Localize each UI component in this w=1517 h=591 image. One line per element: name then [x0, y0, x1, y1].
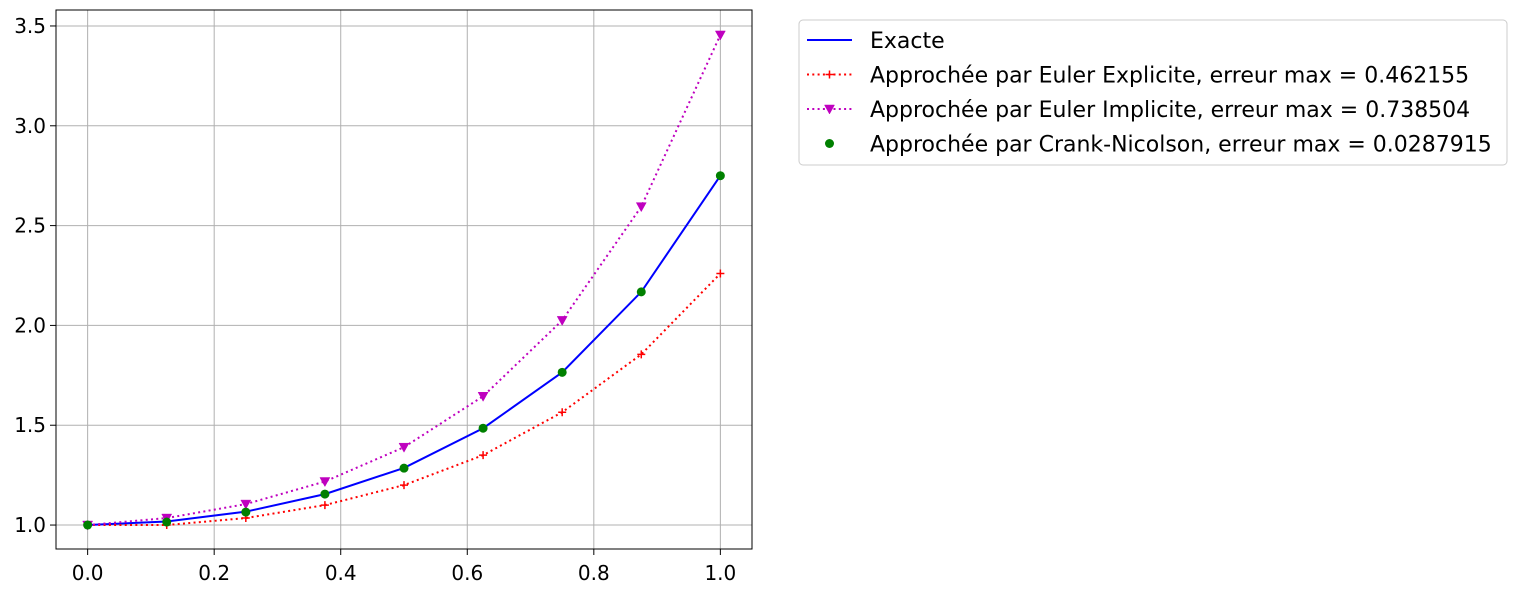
legend: Exacte Approchée par Euler Explicite, err…: [798, 19, 1508, 166]
data-point: [83, 520, 93, 530]
legend-entry: Approchée par Crank-Nicolson, erreur max…: [825, 133, 1492, 158]
y-tick-label: 3.0: [14, 114, 46, 138]
data-point: [162, 517, 172, 527]
legend-label: Approchée par Crank-Nicolson, erreur max…: [870, 133, 1492, 158]
legend-marker: [825, 70, 834, 79]
series-group: [82, 30, 726, 531]
series-3: [83, 171, 725, 530]
series-line: [87, 34, 722, 527]
data-point: [557, 367, 567, 377]
x-tick-label: 0.2: [198, 561, 230, 585]
legend-entry: Approchée par Euler Implicite, erreur ma…: [807, 98, 1470, 123]
legend-marker: [824, 104, 835, 115]
data-point: [558, 408, 567, 417]
data-point: [320, 501, 329, 510]
y-tick-label: 3.5: [14, 14, 46, 38]
data-point: [716, 269, 725, 278]
y-tick-label: 2.5: [14, 214, 46, 238]
x-tick-label: 0.6: [451, 561, 483, 585]
data-point: [715, 171, 725, 181]
data-point: [319, 477, 331, 488]
x-tick-label: 1.0: [704, 561, 736, 585]
data-point: [241, 507, 251, 517]
x-tick-label: 0.4: [325, 561, 357, 585]
data-point: [400, 481, 408, 490]
series-1: [83, 269, 725, 530]
y-tick-label: 1.5: [14, 413, 46, 437]
data-point: [398, 442, 410, 453]
grid-lines: [56, 10, 752, 549]
data-point: [240, 499, 252, 510]
plot-frame: [55, 9, 753, 550]
data-point: [479, 451, 488, 460]
data-point: [556, 316, 568, 326]
data-point: [478, 423, 488, 433]
data-point: [636, 287, 646, 297]
data-point: [399, 463, 409, 473]
legend-label: Approchée par Euler Implicite, erreur ma…: [870, 98, 1470, 123]
data-point: [477, 392, 489, 402]
series-2: [82, 30, 726, 531]
legend-entry: Approchée par Euler Explicite, erreur ma…: [807, 64, 1469, 89]
legend-frame: [798, 19, 1508, 166]
x-tick-label: 0.0: [72, 561, 104, 585]
legend-label: Exacte: [870, 29, 945, 54]
y-tick-label: 2.0: [14, 313, 46, 337]
data-point: [714, 30, 726, 41]
legend-marker: [825, 139, 834, 148]
data-point: [635, 202, 647, 213]
legend-label: Approchée par Euler Explicite, erreur ma…: [870, 64, 1469, 89]
y-tick-label: 1.0: [14, 513, 46, 537]
data-point: [320, 489, 330, 499]
axis-ticks: 0.0 0.2 0.4 0.6 0.8 1.0 1.0 1.5 2.0 2.5 3.0 3.5: [14, 14, 736, 585]
data-point: [637, 350, 646, 359]
legend-entry: Exacte: [807, 29, 945, 54]
x-tick-label: 0.8: [578, 561, 610, 585]
